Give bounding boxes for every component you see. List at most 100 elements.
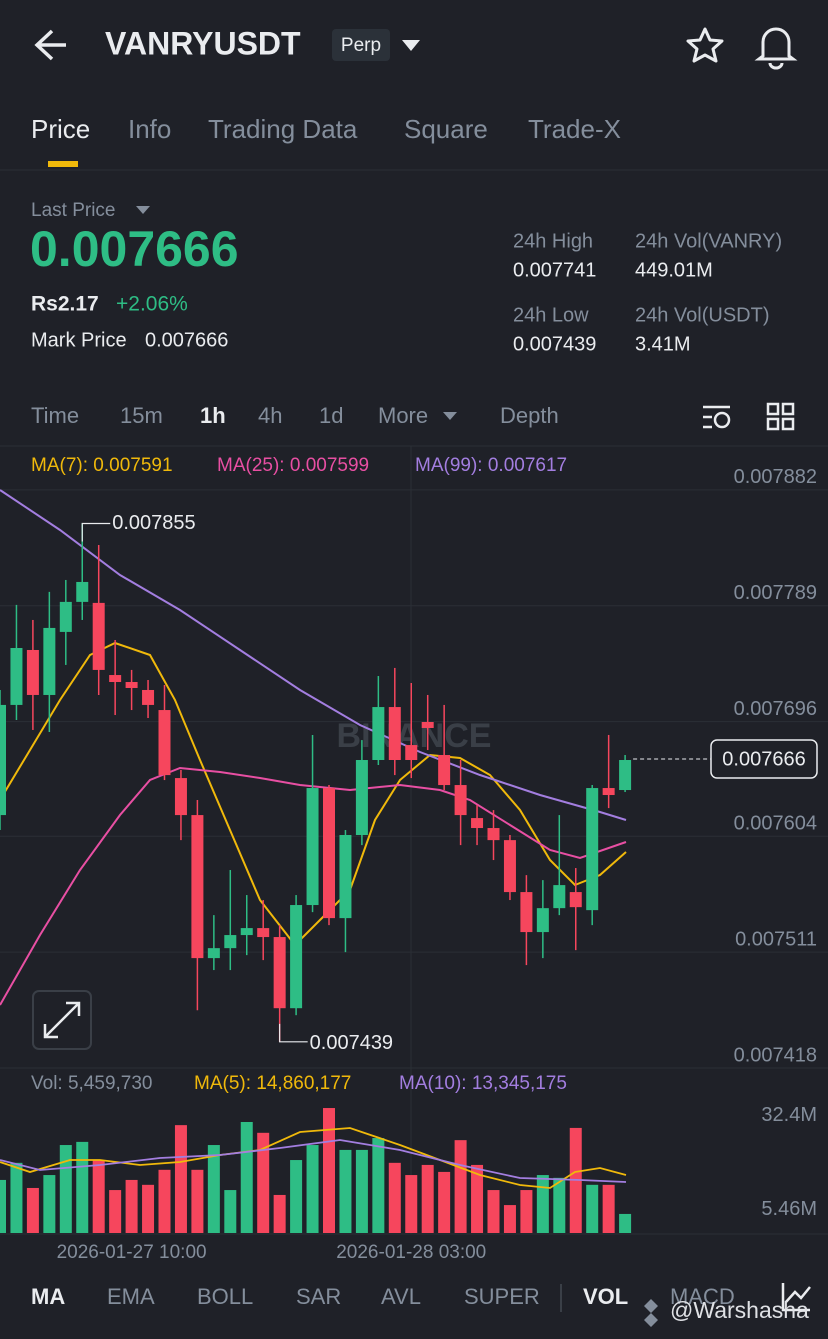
volume-bar — [602, 1184, 615, 1233]
x-tick-label: 2026-01-27 10:00 — [57, 1242, 207, 1263]
candle-body — [125, 682, 138, 688]
volume-bar — [174, 1125, 187, 1233]
tab[interactable]: Trading Data — [208, 114, 358, 144]
vol-tick-label: 5.46M — [761, 1198, 817, 1220]
high-marker-line — [81, 522, 111, 542]
interval-tab[interactable]: 15m — [120, 403, 163, 428]
star-icon[interactable] — [686, 27, 724, 63]
stat-value: 449.01M — [635, 259, 713, 281]
indicator-tab[interactable]: AVL — [381, 1284, 421, 1309]
candle-body — [355, 760, 368, 836]
ma7-line — [0, 641, 627, 947]
volume-bar — [109, 1190, 122, 1233]
low-marker-label: 0.007439 — [310, 1032, 393, 1054]
last-price-tag-label: 0.007666 — [722, 748, 805, 770]
tab[interactable]: Trade-X — [528, 114, 621, 144]
tab[interactable]: Info — [128, 114, 171, 144]
volume-bar — [125, 1179, 138, 1233]
y-tick-label: 0.007604 — [734, 813, 817, 835]
dropdown-icon[interactable] — [402, 40, 420, 51]
interval-tab[interactable]: 4h — [258, 403, 282, 428]
low-marker-line — [279, 1023, 308, 1043]
interval-tab[interactable]: Depth — [500, 403, 559, 428]
interval-tab[interactable]: Time — [31, 403, 79, 428]
candle-body — [487, 828, 500, 841]
candle-body — [569, 892, 582, 908]
indicator-tab[interactable]: MA — [31, 1284, 65, 1309]
ma25-line — [0, 766, 627, 1006]
ma25-legend: MA(25): 0.007599 — [217, 455, 369, 476]
volume-bar — [273, 1194, 286, 1233]
chart-icon[interactable] — [781, 1283, 811, 1312]
high-marker-label: 0.007855 — [112, 512, 195, 534]
volume-bar — [421, 1164, 434, 1233]
vol-legend: Vol: 5,459,730 — [31, 1073, 153, 1094]
interval-tab[interactable]: 1d — [319, 403, 343, 428]
ma99-legend: MA(99): 0.007617 — [415, 455, 567, 476]
caret — [443, 412, 457, 420]
settings-icon[interactable] — [703, 405, 731, 429]
volume-bar — [142, 1184, 155, 1233]
candle-body — [438, 755, 451, 786]
interval-tab[interactable]: More — [378, 403, 428, 428]
volume-bar — [619, 1213, 632, 1233]
indicator-tab[interactable]: MACD — [670, 1284, 735, 1309]
volume-bar — [520, 1190, 533, 1233]
volume-bar — [536, 1175, 549, 1233]
volume-bar — [586, 1184, 599, 1233]
indicator-tab[interactable]: VOL — [583, 1284, 628, 1309]
candle-body — [323, 788, 335, 919]
candle-body — [257, 928, 270, 938]
stat-label: 24h High — [513, 230, 593, 252]
tab[interactable]: Square — [404, 114, 488, 144]
candle-body — [10, 647, 23, 705]
volume-bar — [355, 1149, 368, 1233]
indicator-tab[interactable]: SUPER — [464, 1284, 540, 1309]
back-icon[interactable] — [34, 29, 66, 61]
candle-body — [454, 785, 467, 816]
volume-bar — [43, 1175, 56, 1233]
candle-body — [586, 788, 599, 911]
candle-body — [158, 710, 171, 776]
indicator-tab[interactable]: BOLL — [197, 1284, 253, 1309]
candle-body — [59, 601, 72, 632]
badge-bg — [332, 29, 390, 61]
volume-bar — [257, 1132, 270, 1233]
volume-bar — [290, 1160, 303, 1233]
mark-price-label: Mark Price — [31, 329, 127, 351]
stat-label: 24h Low — [513, 304, 589, 326]
y-tick-label: 0.007696 — [734, 698, 817, 720]
indicator-tab[interactable]: SAR — [296, 1284, 341, 1309]
candle-body — [553, 885, 566, 909]
bell-icon[interactable] — [754, 27, 798, 70]
stat-label: 24h Vol(USDT) — [635, 304, 770, 326]
y-tick-label: 0.007511 — [735, 928, 817, 950]
volume-bar — [405, 1175, 418, 1233]
vol-ma10-legend: MA(10): 13,345,175 — [399, 1073, 567, 1094]
candle-body — [306, 788, 319, 906]
expand-icon — [43, 1001, 81, 1039]
indicator-tab[interactable]: EMA — [107, 1284, 155, 1309]
vol-ma10-line — [0, 1139, 627, 1183]
vol-ma5-line — [0, 1127, 627, 1189]
candle-body — [240, 928, 253, 936]
volume-bar — [191, 1169, 204, 1233]
stat-value: 0.007439 — [513, 333, 596, 355]
volume-bar — [471, 1164, 484, 1233]
last-price-label: Last Price — [31, 200, 115, 221]
volume-bar — [454, 1140, 467, 1233]
ma7-legend: MA(7): 0.007591 — [31, 455, 173, 476]
stat-value: 0.007741 — [513, 259, 596, 281]
candle-body — [421, 722, 434, 728]
volume-bar — [372, 1138, 385, 1233]
symbol: VANRYUSDT — [105, 25, 301, 61]
tab[interactable]: Price — [31, 114, 90, 144]
candle-body — [142, 689, 155, 705]
volume-bar — [487, 1190, 500, 1233]
layout-icon[interactable] — [766, 402, 795, 431]
vol-ma5-legend: MA(5): 14,860,177 — [194, 1073, 351, 1094]
interval-tab[interactable]: 1h — [200, 403, 226, 428]
vol-tick-label: 32.4M — [761, 1104, 817, 1126]
